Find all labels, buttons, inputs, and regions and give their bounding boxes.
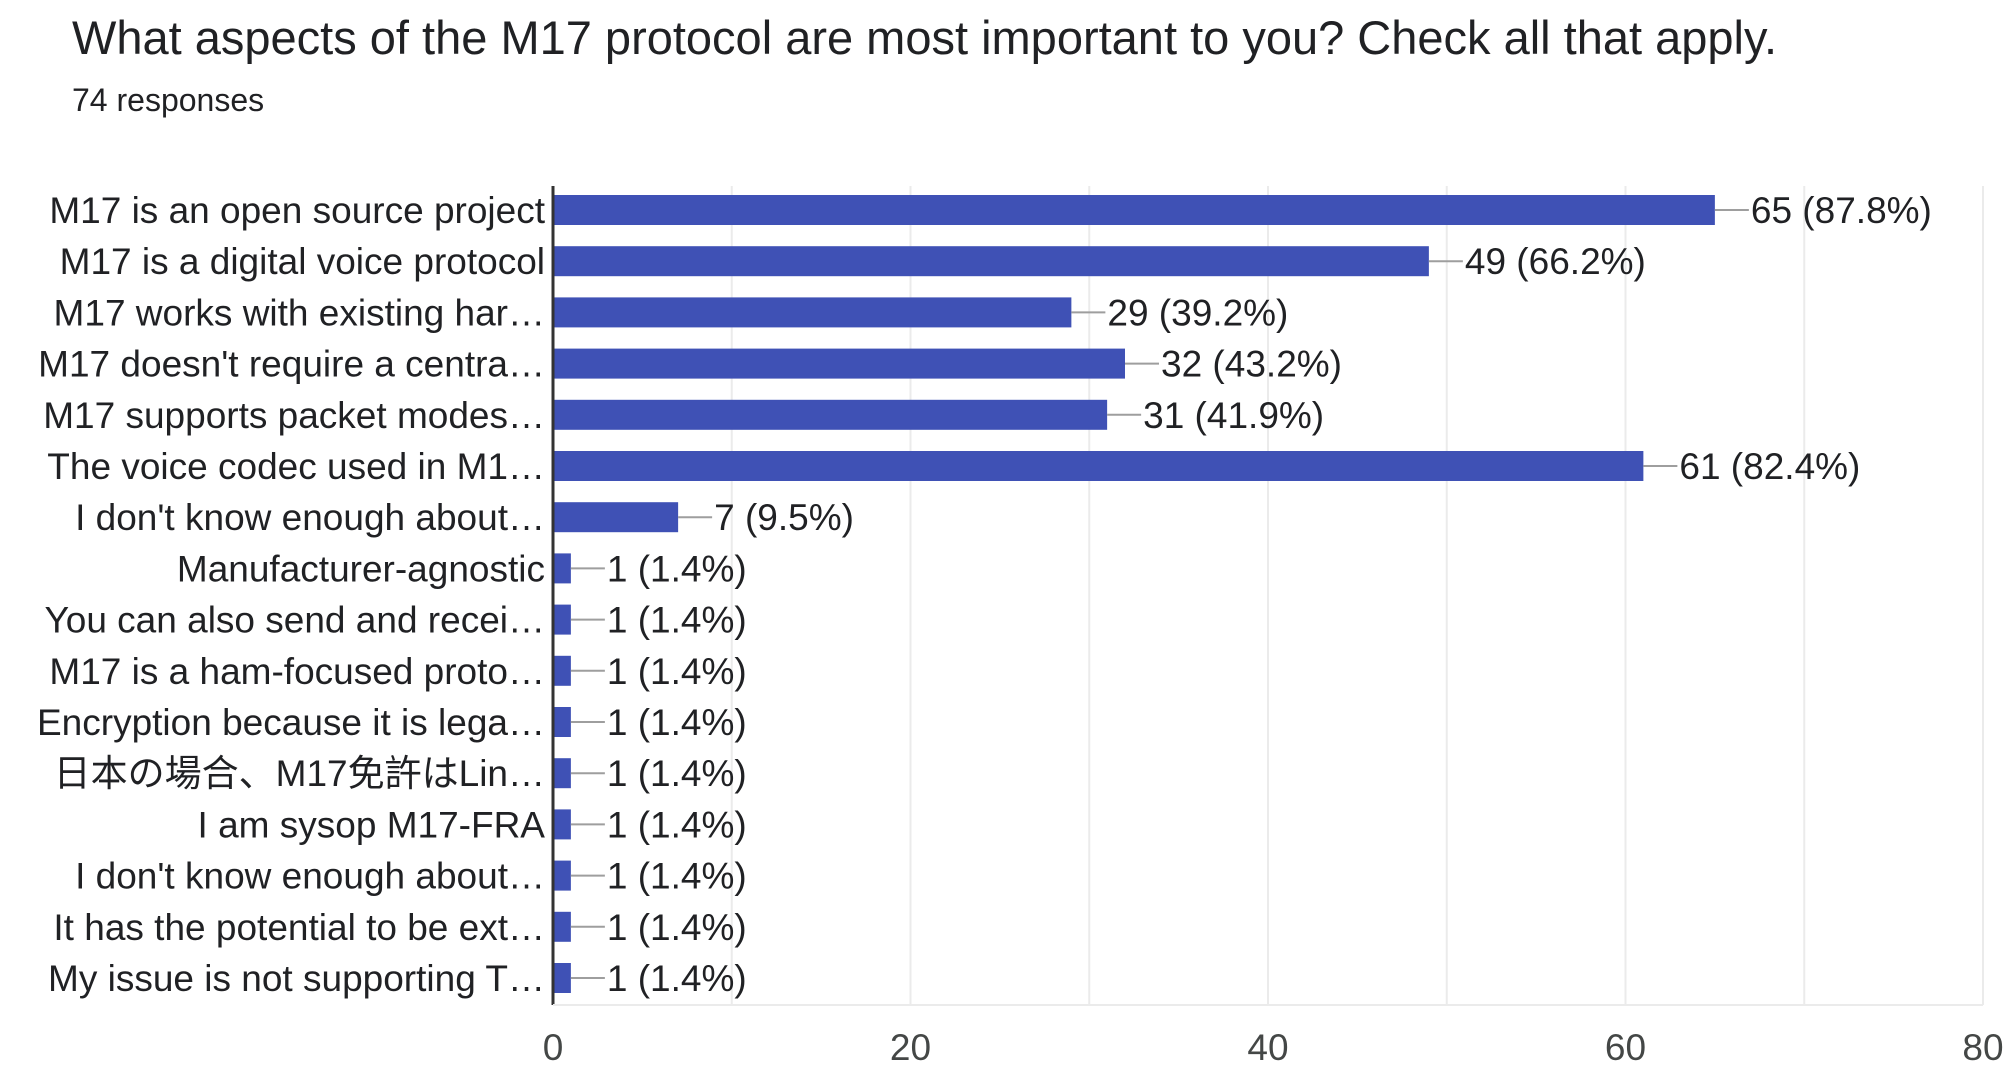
bar xyxy=(553,297,1072,328)
bar xyxy=(553,758,571,789)
data-label: 61 (82.4%) xyxy=(1679,446,1860,487)
category-labels: M17 is an open source project M17 is a di… xyxy=(37,190,546,999)
bar xyxy=(553,655,571,686)
bar xyxy=(553,911,571,942)
x-tick-label: 0 xyxy=(543,1027,564,1068)
x-tick-label: 80 xyxy=(1962,1027,2003,1068)
category-label: The voice codec used in M1… xyxy=(47,446,545,487)
category-label: M17 supports packet modes… xyxy=(43,395,545,436)
x-tick-label: 60 xyxy=(1605,1027,1646,1068)
category-label: I don't know enough about… xyxy=(75,497,545,538)
bar xyxy=(553,195,1715,225)
category-label: M17 is an open source project xyxy=(49,190,545,231)
bar xyxy=(553,451,1644,481)
data-label: 32 (43.2%) xyxy=(1161,344,1342,385)
x-tick-label: 40 xyxy=(1247,1027,1288,1068)
data-label: 1 (1.4%) xyxy=(607,804,747,845)
data-label: 65 (87.8%) xyxy=(1751,190,1932,231)
value-labels: 65 (87.8%) 49 (66.2%) 29 (39.2%) 32 (43.2%)… xyxy=(570,190,1932,999)
bar xyxy=(553,860,571,891)
data-label: 1 (1.4%) xyxy=(607,753,747,794)
bar xyxy=(553,809,571,840)
data-label: 1 (1.4%) xyxy=(607,702,747,743)
bar xyxy=(553,348,1125,379)
category-label: My issue is not supporting T… xyxy=(48,958,545,999)
category-label: It has the potential to be ext… xyxy=(53,907,545,948)
x-tick-labels: 0 20 40 60 80 xyxy=(543,1027,2004,1068)
axes xyxy=(551,186,1983,1006)
bar xyxy=(553,553,571,584)
category-label: M17 is a digital voice protocol xyxy=(60,241,545,282)
bar xyxy=(553,707,571,737)
data-label: 7 (9.5%) xyxy=(714,497,854,538)
chart-title: What aspects of the M17 protocol are mos… xyxy=(72,11,1778,64)
data-label: 49 (66.2%) xyxy=(1465,241,1646,282)
gridlines xyxy=(730,186,1984,1005)
category-label: I don't know enough about… xyxy=(75,856,545,897)
data-label: 31 (41.9%) xyxy=(1143,395,1324,436)
bar xyxy=(553,399,1108,430)
bars xyxy=(553,195,1715,993)
category-label: Manufacturer-agnostic xyxy=(177,548,545,589)
category-label: M17 works with existing har… xyxy=(54,292,545,333)
data-label: 1 (1.4%) xyxy=(607,907,747,948)
data-label: 1 (1.4%) xyxy=(607,600,747,641)
data-label: 1 (1.4%) xyxy=(607,856,747,897)
x-tick-label: 20 xyxy=(890,1027,931,1068)
bar xyxy=(553,963,571,993)
category-label: You can also send and recei… xyxy=(44,600,545,641)
category-label: 日本の場合、M17免許はLin… xyxy=(54,753,545,794)
response-count: 74 responses xyxy=(72,82,265,118)
data-label: 1 (1.4%) xyxy=(607,548,747,589)
bar xyxy=(553,604,571,635)
category-label: I am sysop M17-FRA xyxy=(198,804,546,845)
data-label: 1 (1.4%) xyxy=(607,651,747,692)
category-label: M17 doesn't require a centra… xyxy=(38,344,545,385)
category-label: M17 is a ham-focused proto… xyxy=(49,651,545,692)
bar xyxy=(553,246,1429,277)
data-label: 29 (39.2%) xyxy=(1107,292,1288,333)
bar xyxy=(553,502,679,533)
data-label: 1 (1.4%) xyxy=(607,958,747,999)
category-label: Encryption because it is lega… xyxy=(37,702,545,743)
